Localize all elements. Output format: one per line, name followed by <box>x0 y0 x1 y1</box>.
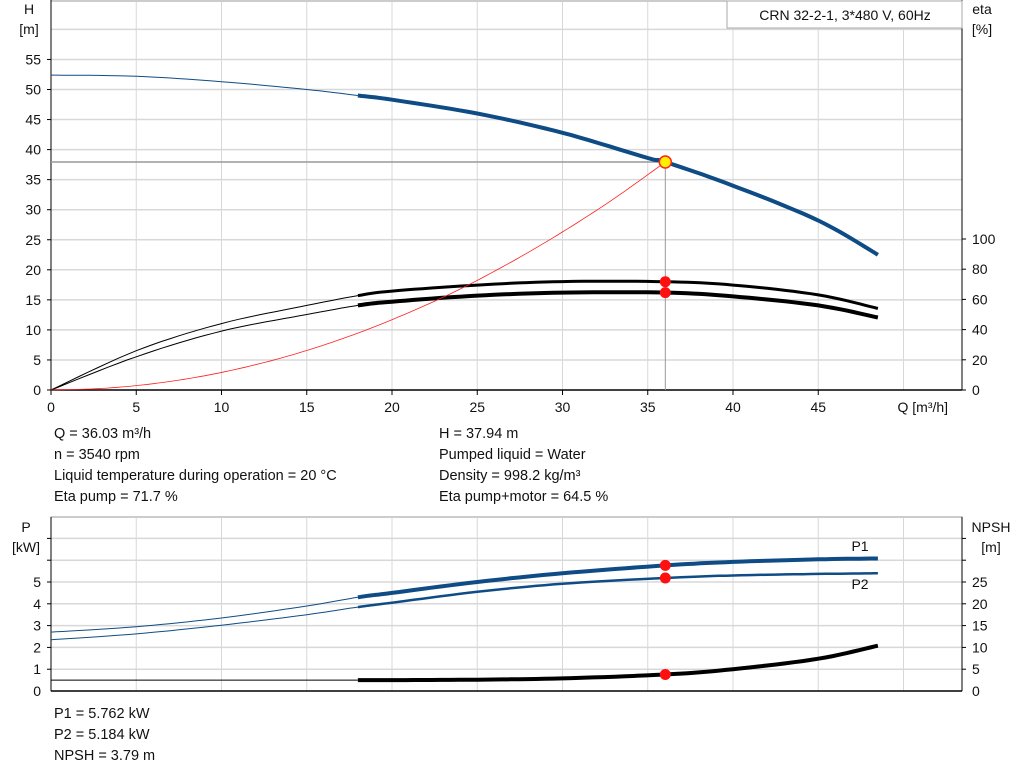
info-head: H = 37.94 m <box>439 426 519 442</box>
curve-P1 <box>357 556 878 600</box>
info-density: Density = 998.2 kg/m³ <box>439 468 581 484</box>
y2-tick-label: 40 <box>972 322 988 338</box>
npsh-tick-label: 15 <box>972 618 988 634</box>
y-axis-label: H <box>24 1 34 17</box>
y2-tick-label: 80 <box>972 261 988 277</box>
info-eta-total: Eta pump+motor = 64.5 % <box>439 489 609 505</box>
p1-curve-label: P1 <box>851 538 868 554</box>
x-tick-label: 10 <box>214 399 230 415</box>
x-tick-label: 20 <box>384 399 400 415</box>
x-axis-label: Q [m³/h] <box>898 399 949 415</box>
info-right-top: H = 37.94 m Pumped liquid = Water Densit… <box>439 424 608 508</box>
x-tick-label: 35 <box>640 399 656 415</box>
y2-axis-label: eta <box>972 1 992 17</box>
p-tick-label: 2 <box>33 639 41 655</box>
p-tick-label: 5 <box>33 574 41 590</box>
y2-tick-label: 0 <box>972 382 980 398</box>
y-tick-label: 15 <box>25 292 41 308</box>
y2-tick-label: 20 <box>972 352 988 368</box>
y-tick-label: 50 <box>25 82 41 98</box>
x-tick-label: 0 <box>47 399 55 415</box>
npsh-axis-unit: [m] <box>981 539 1000 555</box>
title-box <box>726 0 963 29</box>
info-temperature: Liquid temperature during operation = 20… <box>54 468 337 484</box>
curve-H-thin <box>51 74 358 96</box>
x-tick-label: 15 <box>299 399 315 415</box>
p-axis-unit: [kW] <box>12 539 40 555</box>
y-tick-label: 10 <box>25 322 41 338</box>
curve-NPSH <box>357 643 879 683</box>
curve-P2 <box>357 572 878 609</box>
curve-eta_total-thin <box>50 304 358 391</box>
info-p2: P2 = 5.184 kW <box>54 727 150 743</box>
curve-eta_pump <box>357 279 879 310</box>
y-tick-label: 0 <box>33 382 41 398</box>
npsh-marker <box>659 668 671 680</box>
y-tick-label: 25 <box>25 232 41 248</box>
duty-point-marker <box>658 155 673 169</box>
p-tick-label: 4 <box>33 596 41 612</box>
info-speed: n = 3540 rpm <box>54 447 140 463</box>
x-tick-label: 25 <box>469 399 485 415</box>
chart-title: CRN 32-2-1, 3*480 V, 60Hz <box>759 7 930 23</box>
curve-eta_pump-thin <box>50 295 358 391</box>
y-tick-label: 5 <box>33 352 41 368</box>
npsh-axis-label: NPSH <box>972 519 1011 535</box>
info-npsh: NPSH = 3.79 m <box>54 748 156 764</box>
x-tick-label: 40 <box>725 399 741 415</box>
info-left-top: Q = 36.03 m³/h n = 3540 rpm Liquid tempe… <box>54 424 337 508</box>
x-tick-label: 30 <box>555 399 571 415</box>
y-tick-label: 30 <box>25 202 41 218</box>
y-tick-label: 45 <box>25 112 41 128</box>
y2-tick-label: 100 <box>972 231 996 247</box>
info-bottom: P1 = 5.762 kW P2 = 5.184 kW NPSH = 3.79 … <box>54 704 155 767</box>
p-axis-label: P <box>21 519 30 535</box>
p2-curve-label: P2 <box>851 576 868 592</box>
npsh-tick-label: 10 <box>972 639 988 655</box>
curve-H <box>357 93 879 257</box>
y-tick-label: 55 <box>25 51 41 67</box>
y2-axis-unit: [%] <box>972 21 992 37</box>
x-tick-label: 45 <box>810 399 826 415</box>
curve-P2-thin <box>50 606 358 641</box>
eta-pump-marker <box>659 276 671 288</box>
info-p1: P1 = 5.762 kW <box>54 706 150 722</box>
p2-marker <box>659 572 671 584</box>
p1-marker <box>659 559 671 571</box>
y-tick-label: 20 <box>25 262 41 278</box>
curve-eta_total <box>357 290 879 320</box>
info-eta-pump: Eta pump = 71.7 % <box>54 489 178 505</box>
info-flow: Q = 36.03 m³/h <box>54 426 152 442</box>
y-axis-unit: [m] <box>19 21 38 37</box>
p-tick-label: 0 <box>33 683 41 699</box>
y-tick-label: 40 <box>25 142 41 158</box>
curve-P1-thin <box>50 596 358 633</box>
curve-system <box>50 161 666 391</box>
npsh-tick-label: 20 <box>972 596 988 612</box>
p-tick-label: 3 <box>33 618 41 634</box>
eta-total-marker <box>659 287 671 299</box>
info-liquid: Pumped liquid = Water <box>439 447 586 463</box>
npsh-tick-label: 5 <box>972 661 980 677</box>
y-tick-label: 35 <box>25 172 41 188</box>
p-tick-label: 1 <box>33 661 41 677</box>
y2-tick-label: 60 <box>972 291 988 307</box>
npsh-tick-label: 25 <box>972 574 988 590</box>
x-tick-label: 5 <box>132 399 140 415</box>
npsh-tick-label: 0 <box>972 683 980 699</box>
